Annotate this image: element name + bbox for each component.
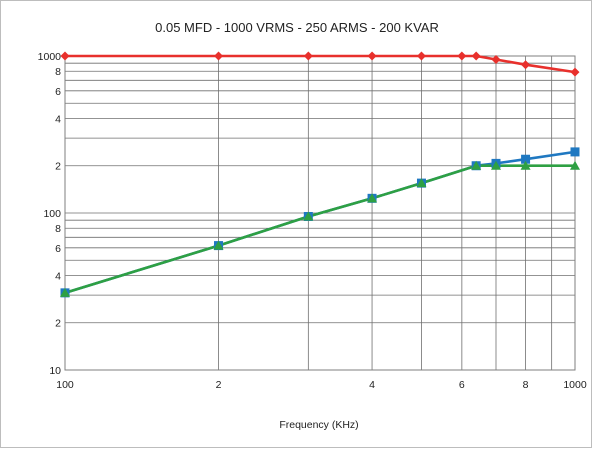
series-line-1 [65,54,576,74]
y-axis-ticks: 1000 8 6 4 2 100 8 6 4 2 10 [38,51,62,377]
diamond-marker [60,51,70,61]
triangle-marker [416,178,427,188]
diamond-marker [570,67,580,77]
triangle-marker [570,160,580,170]
diamond-marker [303,51,313,61]
triangle-marker [491,160,501,170]
y-tick-label: 2 [55,318,61,330]
series-lines [64,54,576,295]
diamond-marker [457,51,467,61]
y-tick-label: 4 [55,113,61,125]
triangle-marker [367,193,378,203]
square-marker [521,154,531,164]
series-line-2 [64,150,576,295]
series-line-3 [64,164,575,295]
diamond-marker [491,54,501,64]
x-tick-label: 8 [523,379,529,391]
triangle-marker [303,211,314,221]
x-axis-ticks: 100 2 4 6 8 1000 [56,379,587,391]
x-tick-label: 100 [56,379,74,391]
diamond-marker [416,51,426,61]
gridlines [65,56,575,370]
y-tick-label: 8 [55,223,61,235]
series-markers [60,51,580,298]
y-tick-label: 1000 [38,51,62,63]
y-tick-label: 2 [55,161,61,173]
triangle-marker [471,160,482,170]
triangle-marker [520,160,531,170]
x-tick-label: 4 [369,379,375,391]
diamond-marker [471,51,481,61]
y-tick-label: 100 [43,208,61,220]
x-tick-label: 6 [459,379,465,391]
chart-title: 0.05 MFD - 1000 VRMS - 250 ARMS - 200 KV… [155,20,439,35]
y-tick-label: 8 [55,66,61,78]
diamond-marker [214,51,224,61]
y-tick-label: 6 [55,243,61,255]
triangle-marker [60,287,70,297]
diamond-marker [367,51,377,61]
x-axis-label: Frequency (KHz) [279,419,358,431]
triangle-marker [213,240,224,250]
y-tick-label: 6 [55,86,61,98]
y-tick-label: 10 [49,365,61,377]
x-tick-label: 1000 [563,379,587,391]
y-tick-label: 4 [55,270,61,282]
diamond-marker [521,60,531,70]
x-tick-label: 2 [216,379,222,391]
square-marker [570,147,580,157]
